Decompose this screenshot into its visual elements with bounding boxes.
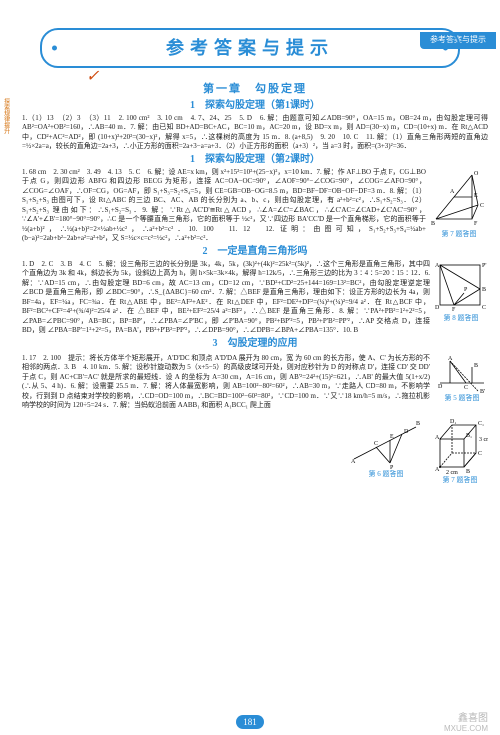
svg-text:B: B xyxy=(482,287,486,293)
svg-text:B: B xyxy=(416,421,420,427)
section-title-4: 3 勾股定理的应用 xyxy=(22,337,488,351)
figure-7a: O C F B E A 第 7 题答图 xyxy=(430,167,488,244)
figure-7b: A₁ D₁ C₁ B₁ A B C 3 cm 2 cm 第 7 题答图 xyxy=(432,413,488,485)
svg-text:2 cm: 2 cm xyxy=(446,470,458,475)
svg-text:B': B' xyxy=(480,389,485,393)
figure-7a-caption: 第 7 题答图 xyxy=(442,230,477,239)
section-body-2: 1. 68 cm 2. 30 cm² 3. 49 4. 13 5. C 6. 解… xyxy=(22,168,426,244)
svg-text:D: D xyxy=(435,305,440,311)
svg-text:A: A xyxy=(435,263,440,269)
svg-text:F: F xyxy=(452,307,456,313)
svg-text:P': P' xyxy=(482,263,486,269)
page-title-banner: 参考答案与提示 xyxy=(40,28,460,68)
section-body-1: 1.（1）13 （2）3 （3）11 2. 100 cm² 3. 10 cm 4… xyxy=(22,114,488,152)
svg-text:3 cm: 3 cm xyxy=(479,437,488,443)
svg-text:A: A xyxy=(450,189,455,195)
svg-text:F: F xyxy=(474,221,478,227)
svg-text:E: E xyxy=(390,434,394,440)
svg-text:B: B xyxy=(431,221,435,227)
watermark-logo: 鑫喜图 xyxy=(458,712,488,726)
svg-text:A: A xyxy=(351,459,356,465)
figure-5-caption: 第 5 题答图 xyxy=(445,394,480,403)
svg-text:D: D xyxy=(438,384,443,390)
svg-text:C: C xyxy=(374,441,378,447)
page-title: 参考答案与提示 xyxy=(166,38,334,58)
svg-text:P: P xyxy=(390,465,394,469)
svg-text:B: B xyxy=(474,363,478,369)
section-title-3: 2 一定是直角三角形吗 xyxy=(22,245,488,259)
svg-text:C: C xyxy=(480,203,484,209)
content-area: 第一章 勾股定理 1 探索勾股定理（第1课时） 1.（1）13 （2）3 （3）… xyxy=(0,76,500,485)
section-body-4: 1. 17 2. 100 提示：将长方体半个矩形展开，A'D'DC 和顶点 A'… xyxy=(22,354,430,411)
section-body-3: 1. D 2. C 3. B 4. C 5. 解：设三角形三边的长分别是 3k，… xyxy=(22,260,430,336)
svg-text:A: A xyxy=(435,467,440,473)
svg-text:C: C xyxy=(482,305,486,311)
svg-text:D₁: D₁ xyxy=(450,419,456,425)
section-title-1: 1 探索勾股定理（第1课时） xyxy=(22,99,488,113)
svg-text:A: A xyxy=(448,356,453,362)
watermark-url: MXUE.COM xyxy=(444,724,488,735)
figure-7b-caption: 第 7 题答图 xyxy=(443,476,478,485)
svg-text:O: O xyxy=(474,171,479,177)
svg-text:A₁: A₁ xyxy=(435,435,441,441)
page-number: 181 xyxy=(236,715,264,729)
figure-8-caption: 第 8 题答图 xyxy=(444,314,479,323)
figure-6-caption: 第 6 题答图 xyxy=(369,470,404,479)
svg-text:E: E xyxy=(474,193,478,199)
figure-5: D A B B' C 第 5 题答图 xyxy=(436,353,488,411)
svg-text:B: B xyxy=(466,469,470,475)
svg-text:C: C xyxy=(478,451,482,457)
svg-text:C: C xyxy=(464,385,468,391)
svg-text:D: D xyxy=(404,429,409,435)
svg-text:C₁: C₁ xyxy=(478,421,484,427)
figure-8: A P' B C D F P 第 8 题答图 xyxy=(434,259,488,336)
chapter-title: 第一章 勾股定理 xyxy=(22,82,488,97)
svg-text:P: P xyxy=(464,287,468,293)
figure-6: A C E D B P 第 6 题答图 xyxy=(350,413,422,485)
section-title-2: 1 探索勾股定理（第2课时） xyxy=(22,153,488,167)
svg-text:B₁: B₁ xyxy=(466,433,472,439)
